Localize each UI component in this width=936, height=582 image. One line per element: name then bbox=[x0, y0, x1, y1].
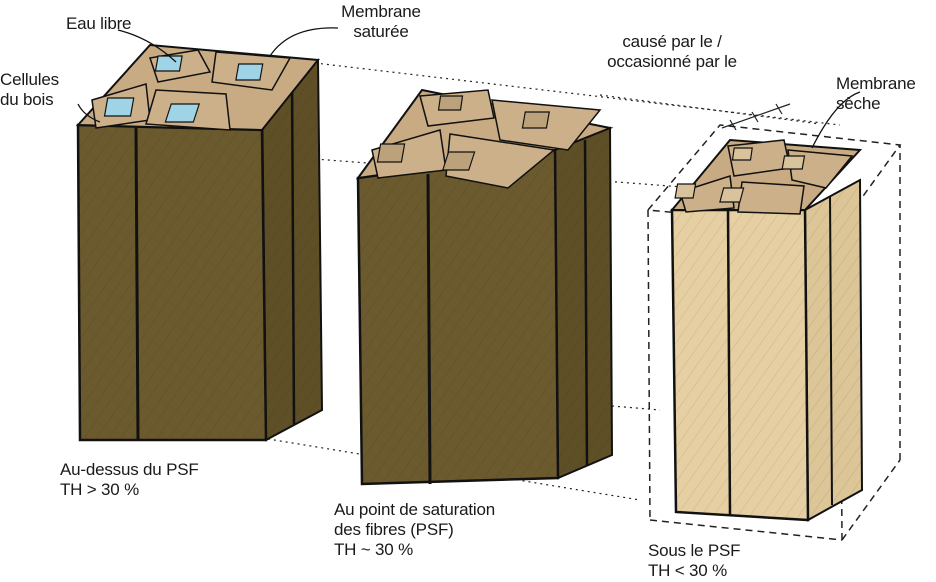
caption-above-psf: Au-dessus du PSF TH > 30 % bbox=[60, 460, 199, 500]
label-cause-par-line2: occasionné par le bbox=[607, 52, 737, 71]
caption-above-psf-line1: Au-dessus du PSF bbox=[60, 460, 199, 479]
label-membrane-seche-line1: Membrane bbox=[836, 74, 916, 93]
label-membrane-seche-line2: sèche bbox=[836, 94, 881, 113]
block-at-psf bbox=[355, 88, 614, 486]
caption-below-psf-line1: Sous le PSF bbox=[648, 541, 741, 560]
caption-below-psf-line2: TH < 30 % bbox=[648, 561, 727, 580]
caption-at-psf: Au point de saturation des fibres (PSF) … bbox=[334, 500, 495, 560]
label-membrane-saturee: Membrane saturée bbox=[318, 2, 444, 42]
caption-above-psf-line2: TH > 30 % bbox=[60, 480, 139, 499]
label-eau-libre: Eau libre bbox=[66, 14, 132, 33]
label-cellules-line2: du bois bbox=[0, 90, 54, 109]
projection-lines bbox=[261, 62, 841, 501]
label-leaders bbox=[77, 27, 861, 149]
label-membrane-saturee-line2: saturée bbox=[353, 22, 409, 41]
block-below-psf bbox=[646, 103, 902, 541]
label-membrane-saturee-line1: Membrane bbox=[341, 2, 421, 21]
caption-at-psf-line3: TH ~ 30 % bbox=[334, 540, 413, 559]
label-membrane-seche: Membrane sèche bbox=[836, 74, 916, 114]
caption-below-psf: Sous le PSF TH < 30 % bbox=[648, 541, 740, 581]
label-cellules-line1: Cellules bbox=[0, 70, 59, 89]
label-cellules-du-bois: Cellules du bois bbox=[0, 70, 59, 110]
label-cause-par: causé par le / occasionné par le bbox=[592, 32, 752, 72]
caption-at-psf-line1: Au point de saturation bbox=[334, 500, 495, 519]
label-cause-par-line1: causé par le / bbox=[622, 32, 722, 51]
caption-at-psf-line2: des fibres (PSF) bbox=[334, 520, 454, 539]
block-above-psf bbox=[75, 43, 324, 442]
